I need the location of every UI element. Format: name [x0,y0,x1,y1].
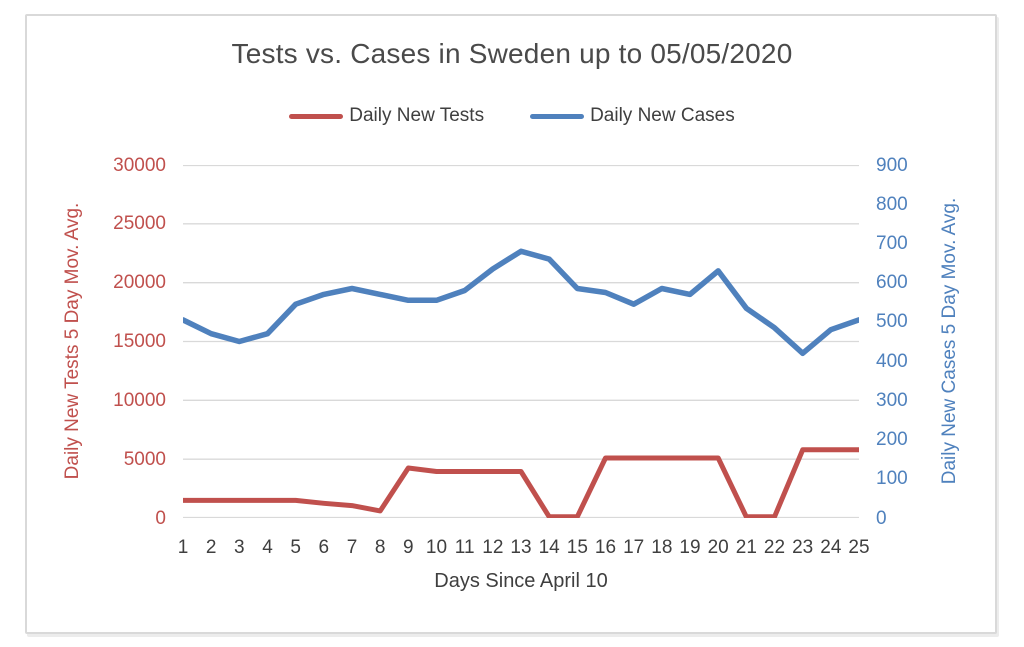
right-tick-label: 400 [876,350,908,372]
series-line-daily-new-cases [183,248,859,357]
x-tick-label: 9 [403,537,414,558]
x-tick-label: 21 [735,537,757,558]
x-tick-label: 22 [763,537,786,558]
legend-label: Daily New Tests [349,105,485,126]
left-tick-label: 5000 [123,448,166,470]
legend-swatch [530,113,585,119]
left-tick-label: 30000 [113,154,166,176]
x-tick-label: 17 [623,537,645,558]
right-tick-label: 0 [876,507,887,529]
x-tick-label: 5 [290,537,301,558]
right-tick-label: 300 [876,389,908,411]
x-tick-label: 4 [262,537,273,558]
plot-svg [183,165,859,518]
right-tick-label: 700 [876,232,908,254]
x-tick-label: 13 [510,537,532,558]
right-tick-label: 500 [876,311,908,333]
x-tick-label: 23 [792,537,814,558]
series-line-daily-new-tests [183,447,859,518]
left-tick-label: 10000 [113,389,166,411]
plot-area [183,165,859,518]
x-tick-label: 11 [454,537,475,558]
x-tick-label: 25 [848,537,870,558]
x-tick-label: 20 [707,537,729,558]
x-axis-title: Days Since April 10 [434,570,608,592]
left-tick-label: 0 [155,507,166,529]
x-tick-label: 2 [205,537,217,558]
x-tick-label: 8 [374,537,386,558]
x-tick-label: 15 [566,537,588,558]
right-tick-label: 100 [876,468,908,490]
x-tick-label: 12 [482,537,504,558]
left-tick-label: 20000 [113,272,166,294]
x-tick-label: 16 [594,537,617,558]
right-tick-label: 900 [876,154,908,176]
x-tick-label: 24 [820,537,842,558]
right-tick-label: 600 [876,272,908,294]
legend-item: Daily New Cases [530,105,735,127]
x-tick-label: 14 [538,537,560,558]
x-tick-label: 18 [651,537,673,558]
right-tick-label: 800 [876,193,908,215]
right-tick-label: 200 [876,429,908,451]
x-tick-label: 10 [425,537,448,558]
x-tick-label: 19 [679,537,701,558]
legend-label: Daily New Cases [590,105,735,126]
x-tick-label: 1 [177,537,189,558]
legend-item: Daily New Tests [289,105,484,127]
left-tick-label: 25000 [113,213,166,235]
x-tick-label: 6 [318,537,330,558]
x-tick-label: 7 [346,537,358,558]
left-tick-label: 15000 [113,331,166,352]
chart-title: Tests vs. Cases in Sweden up to 05/05/20… [231,38,793,69]
x-tick-label: 3 [234,537,245,558]
legend-swatch [289,113,344,119]
legend: Daily New Tests Daily New Cases [0,105,1024,127]
